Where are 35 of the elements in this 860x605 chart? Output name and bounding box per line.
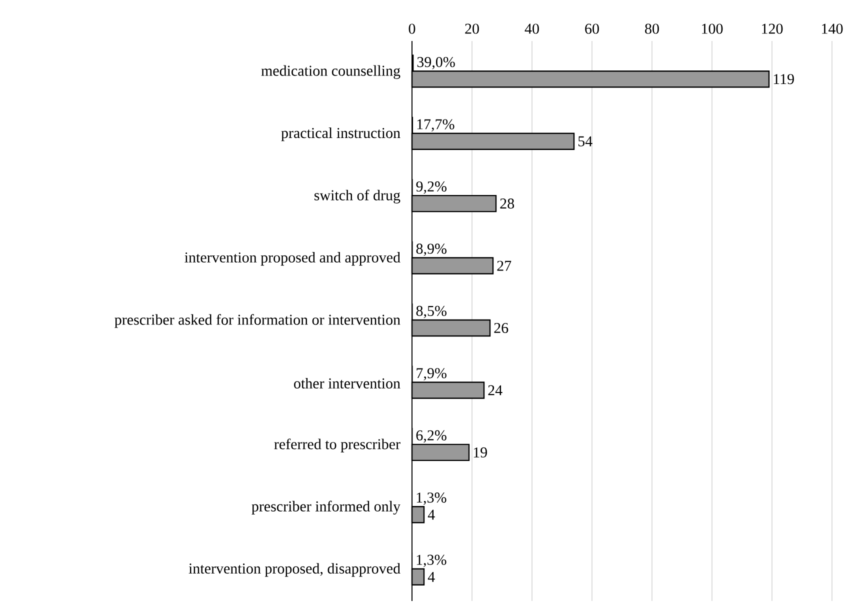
y-tick-label: referred to prescriber <box>274 438 400 452</box>
data-label: 19 <box>474 447 487 458</box>
y-tick-label: medication counselling <box>261 65 400 79</box>
data-label: 27 <box>497 260 512 271</box>
x-tick-label: 40 <box>524 24 539 34</box>
x-tick-label: 100 <box>702 24 723 34</box>
data-label: 6,2% <box>416 430 446 443</box>
data-label: 1,3% <box>416 492 446 505</box>
y-tick-label: intervention proposed, disapproved <box>188 563 400 577</box>
y-tick-label: intervention proposed and approved <box>184 252 400 266</box>
y-tick-label: switch of drug <box>314 190 400 204</box>
data-label: 26 <box>494 322 508 334</box>
x-tick-label: 140 <box>822 24 843 34</box>
data-label: 4 <box>428 510 435 520</box>
y-tick-label: prescriber asked for information or intervention <box>114 314 400 328</box>
x-tick-label: 20 <box>465 24 479 34</box>
y-tick-label: other intervention <box>294 378 400 388</box>
data-label: 24 <box>488 385 502 396</box>
data-label: 8,5% <box>416 306 446 318</box>
x-tick-label: 60 <box>585 24 599 34</box>
data-label: 39,0% <box>417 56 455 70</box>
data-label: 7,9% <box>416 368 446 380</box>
data-label: 28 <box>500 198 514 209</box>
data-label: 8,9% <box>416 244 446 256</box>
x-tick-label: 120 <box>762 24 783 34</box>
x-tick-label: 80 <box>645 24 659 34</box>
y-tick-label: practical instruction <box>281 128 400 142</box>
data-label: 1,3% <box>416 554 446 568</box>
data-label: 17,7% <box>417 119 454 132</box>
y-tick-label: prescriber informed only <box>252 500 400 515</box>
data-label: 4 <box>428 572 435 582</box>
data-label: 9,2% <box>416 181 447 194</box>
data-label: 54 <box>578 136 592 146</box>
data-label: 119 <box>774 74 794 84</box>
x-tick-label: 0 <box>408 24 416 34</box>
